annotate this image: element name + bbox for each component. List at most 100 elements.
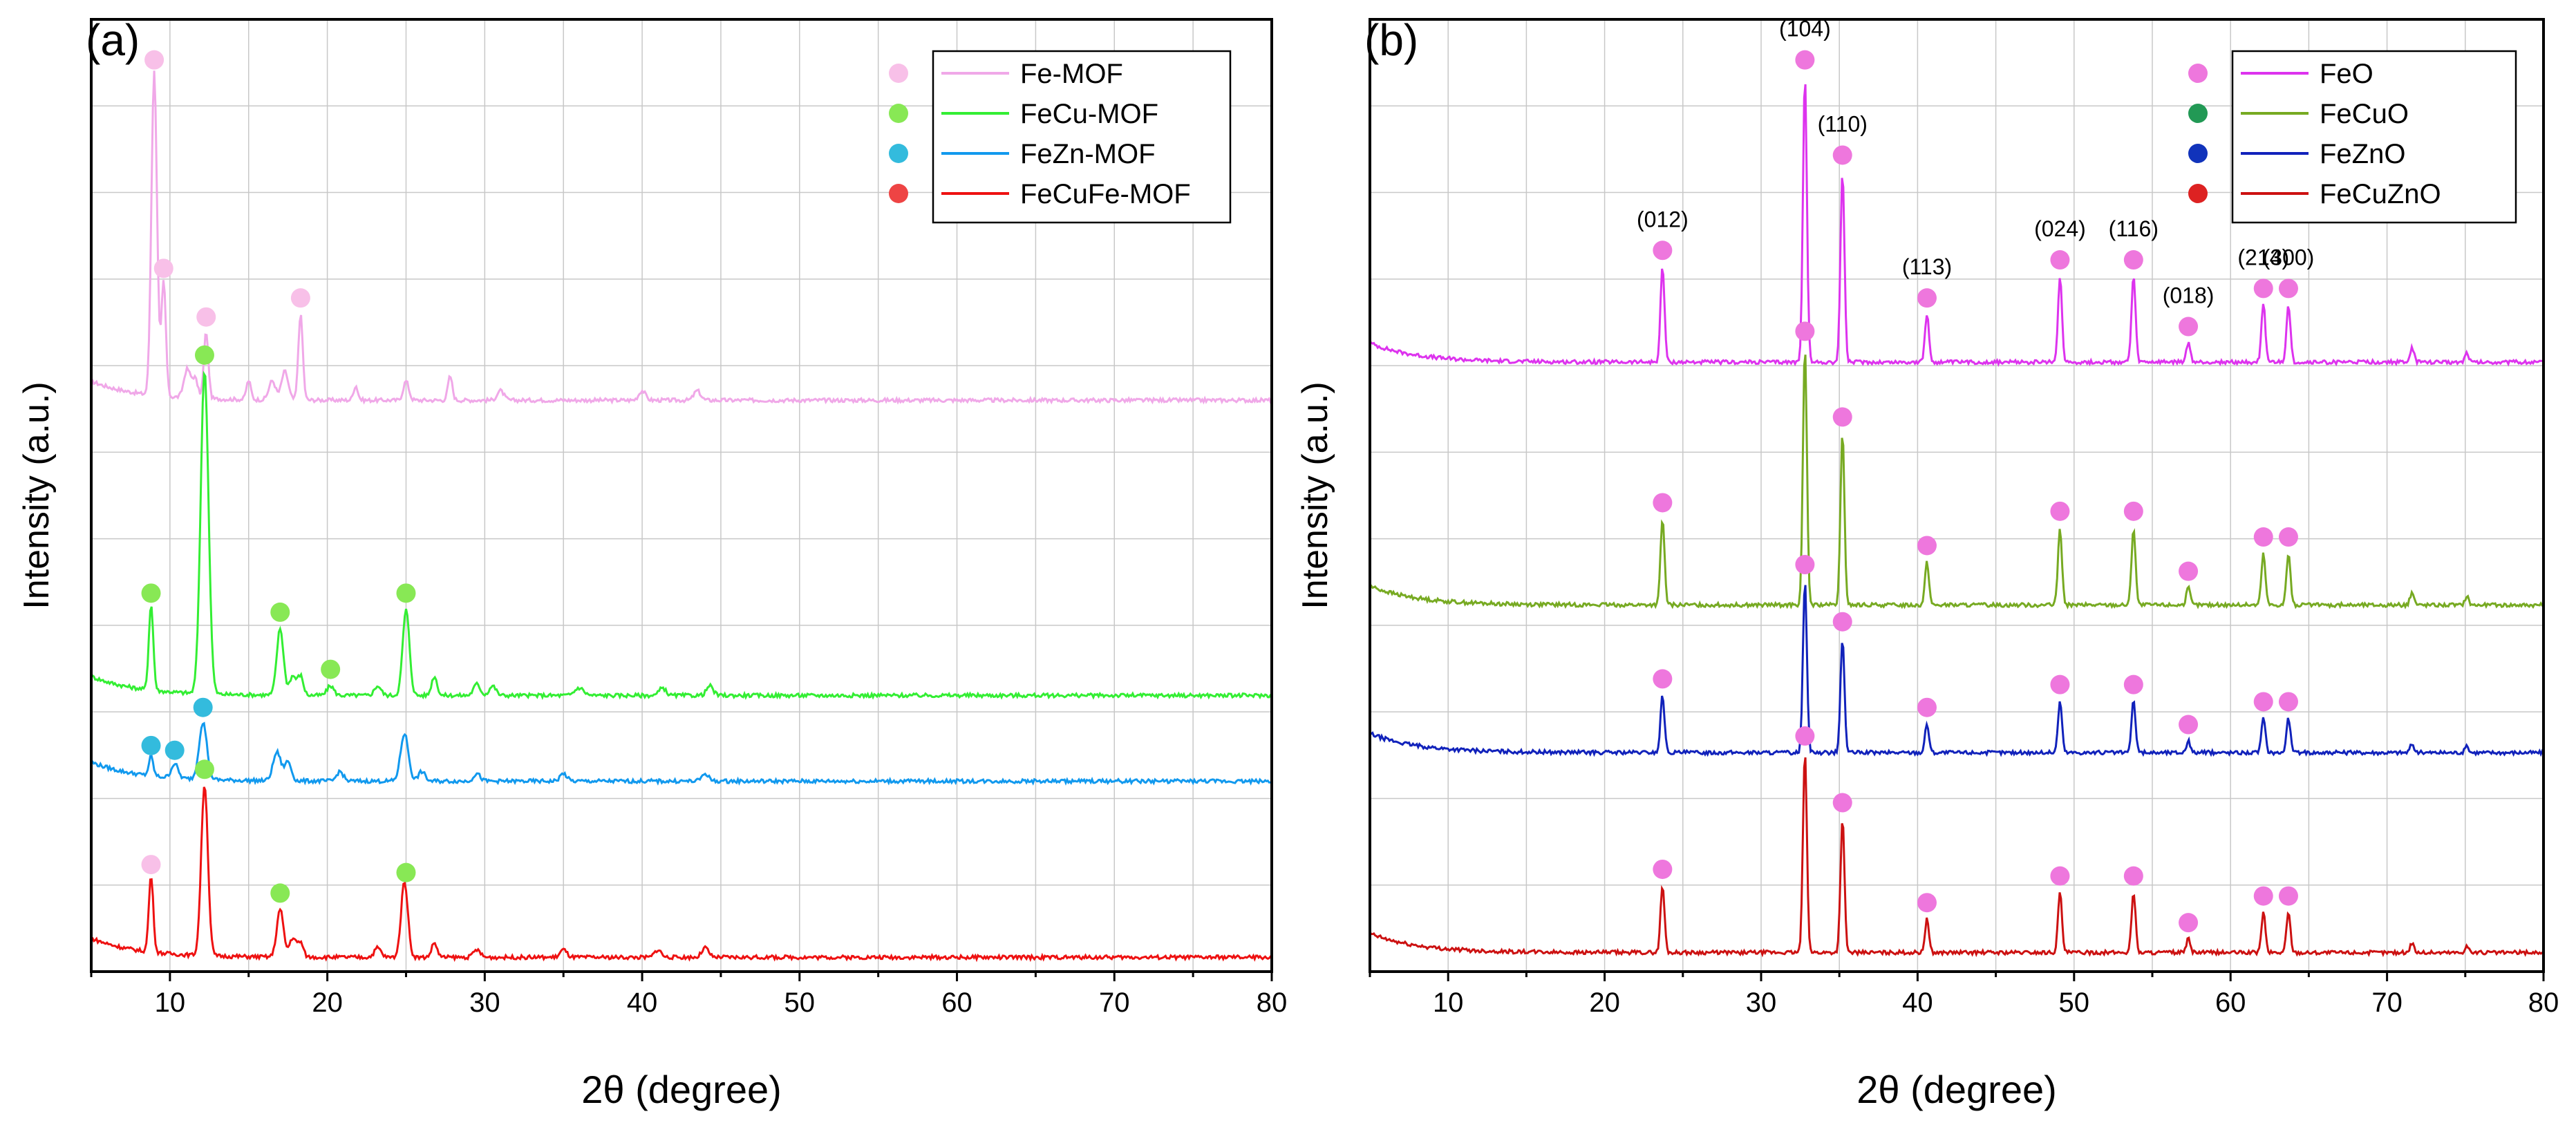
peak-marker	[2179, 316, 2199, 337]
x-tick-label: 30	[1746, 987, 1777, 1018]
peak-marker	[321, 659, 341, 679]
peak-marker	[2050, 250, 2070, 270]
series-line-fe-mof	[91, 70, 1273, 405]
peak-marker	[2123, 674, 2143, 694]
legend-marker	[2188, 144, 2208, 163]
plot-frame	[1369, 18, 2545, 973]
peak-marker	[1832, 612, 1852, 632]
x-tick-label: 70	[2371, 987, 2403, 1018]
reflection-label: (300)	[2263, 245, 2315, 270]
peak-marker	[141, 855, 161, 875]
peak-marker	[2278, 527, 2298, 547]
x-axis-label: 2θ (degree)	[581, 1068, 782, 1111]
legend-label: FeZn-MOF	[1020, 139, 1156, 169]
peak-marker	[1795, 555, 1815, 575]
legend-label: FeCu-MOF	[1020, 99, 1158, 129]
peak-marker	[1653, 859, 1673, 879]
legend: Fe-MOF FeCu-MOF FeZn-MOF FeCuFe-MOF	[889, 50, 1232, 224]
legend-label: FeZnO	[2320, 139, 2405, 169]
peak-marker	[2278, 278, 2298, 299]
reflection-label: (116)	[2109, 216, 2159, 241]
x-tick-label: 60	[2215, 987, 2246, 1018]
plot-frame	[90, 18, 1273, 973]
peak-marker	[270, 602, 290, 622]
x-tick-label: 50	[784, 987, 816, 1018]
reflection-label: (110)	[1818, 111, 1868, 136]
peak-marker	[396, 862, 416, 882]
peak-marker	[164, 740, 185, 760]
series-line-fecu-mof	[90, 370, 1272, 701]
peak-marker	[1653, 493, 1673, 513]
chart-panel-b: (012)(104)(110)(113)(024) (116)(018)(214)…	[1295, 15, 2559, 1111]
reflection-label: (018)	[2163, 283, 2215, 308]
reflection-label: (113)	[1902, 254, 1952, 279]
series-line-fezno	[1369, 585, 2545, 757]
legend-label: FeO	[2320, 59, 2373, 89]
peak-marker	[1917, 893, 1937, 913]
x-tick-label: 60	[941, 987, 972, 1018]
peak-marker	[2253, 692, 2273, 712]
peak-marker	[2123, 250, 2143, 270]
series-line-fecuo	[1369, 355, 2545, 609]
peak-marker	[2179, 715, 2199, 735]
series-line-fezn-mof	[91, 721, 1272, 786]
y-axis-label: Intensity (a.u.)	[1295, 381, 1335, 609]
x-tick-label: 20	[312, 987, 343, 1018]
peak-marker	[1917, 697, 1937, 717]
x-tick-label: 80	[1257, 987, 1288, 1018]
legend-marker	[889, 64, 908, 83]
x-tick-label: 30	[469, 987, 500, 1018]
peak-marker	[141, 735, 161, 755]
x-tick-label: 40	[1902, 987, 1933, 1018]
peak-marker	[2050, 674, 2070, 694]
peak-marker	[2253, 278, 2273, 299]
peak-marker	[1832, 407, 1852, 427]
peak-marker	[1795, 321, 1815, 341]
legend-marker	[889, 144, 908, 163]
peak-marker	[193, 697, 213, 717]
legend: FeO FeCuO FeZnO FeCuZnO	[2188, 50, 2517, 224]
peak-marker	[1917, 288, 1937, 308]
peak-marker	[2123, 501, 2143, 521]
peak-marker	[2278, 886, 2298, 906]
peak-marker	[2179, 561, 2199, 581]
series-line-feo	[1369, 84, 2544, 368]
legend-marker	[2188, 64, 2208, 83]
legend-label: FeCuFe-MOF	[1020, 179, 1191, 209]
reflection-label: (012)	[1637, 207, 1689, 231]
panel-label: (a)	[86, 15, 140, 65]
peak-marker	[1795, 50, 1815, 70]
peak-marker	[194, 345, 214, 365]
x-tick-label: 10	[155, 987, 186, 1018]
x-tick-label: 70	[1099, 987, 1130, 1018]
peak-marker	[290, 288, 310, 308]
peak-marker	[1917, 536, 1937, 556]
peak-marker	[2253, 527, 2273, 547]
x-tick-label: 80	[2528, 987, 2559, 1018]
peak-marker	[2253, 886, 2273, 906]
reflection-label: (214)	[2237, 245, 2289, 270]
x-tick-label: 10	[1433, 987, 1464, 1018]
peak-marker	[2179, 913, 2199, 933]
peak-marker	[141, 583, 161, 603]
peak-marker	[1653, 240, 1673, 261]
x-tick-label: 20	[1589, 987, 1620, 1018]
legend-marker	[889, 184, 908, 203]
x-tick-label: 50	[2059, 987, 2090, 1018]
chart-panel-a: 10 20 30 40 50 60 70 80 2θ (degree) Intensity (a.…	[17, 15, 1287, 1111]
peak-marker	[153, 258, 173, 278]
series-line-fecufe-mof	[91, 786, 1272, 963]
peak-marker	[2278, 692, 2298, 712]
peak-marker	[1653, 669, 1673, 689]
legend-label: FeCuZnO	[2320, 179, 2441, 209]
panel-label: (b)	[1364, 15, 1418, 65]
series-line-fecuzno	[1369, 757, 2544, 958]
peak-marker	[1832, 145, 1852, 165]
reflection-label: (024)	[2034, 216, 2086, 241]
peak-marker	[2050, 866, 2070, 886]
peak-marker	[2050, 501, 2070, 521]
peak-marker	[2123, 866, 2143, 886]
x-axis-label: 2θ (degree)	[1856, 1068, 2057, 1111]
legend-marker	[2188, 184, 2208, 203]
